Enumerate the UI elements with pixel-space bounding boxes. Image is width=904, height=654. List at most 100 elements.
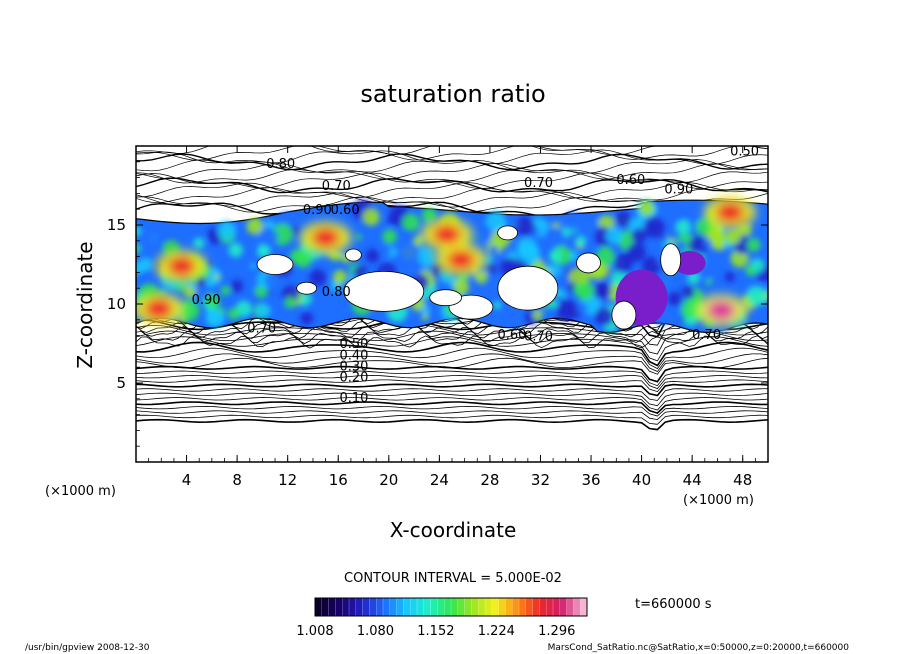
x-tick-label: 16 [329, 471, 348, 489]
field-cell [556, 299, 578, 321]
field-cell [605, 226, 623, 244]
x-tick-label: 28 [480, 471, 499, 489]
contour-label: 0.60 [498, 328, 527, 343]
field-cell [152, 233, 166, 247]
hole [345, 248, 362, 262]
colorbar-cell [328, 598, 336, 616]
hole [343, 270, 425, 312]
field-cell [612, 253, 633, 274]
contour-label: 0.70 [524, 329, 553, 344]
isoline [136, 410, 768, 421]
colorbar-cell [512, 598, 520, 616]
field-cell [136, 231, 155, 250]
field-cell [681, 285, 695, 299]
contour-labels: 0.100.200.300.400.500.800.70 0.70 0.600.50… [192, 144, 759, 406]
contour-label: 0.70 [524, 176, 553, 191]
hot-spot [311, 227, 340, 248]
colorbar-cell [369, 598, 377, 616]
x-axis-label: X-coordinate [390, 518, 517, 542]
field-cell [421, 313, 429, 321]
colorbar-cell [553, 598, 561, 616]
field-cell [227, 307, 240, 320]
field-cell [379, 244, 392, 257]
colorbar-cell [383, 598, 391, 616]
colorbar-cell [410, 598, 418, 616]
field-cell [193, 237, 205, 249]
colorbar-cell [566, 598, 574, 616]
contour-label: 0.90 [192, 293, 221, 308]
colorbar-cell [525, 598, 533, 616]
field-cell [724, 271, 735, 282]
colorbar [314, 597, 588, 617]
field-cell [256, 303, 271, 318]
field-cell [471, 221, 493, 243]
colorbar-cell [315, 598, 323, 616]
colorbar-cell [519, 598, 527, 616]
x-tick-label: 36 [581, 471, 600, 489]
field-cell [596, 246, 615, 266]
colorbar-cell [451, 598, 459, 616]
colorbar-cell [532, 598, 540, 616]
isoline [136, 347, 768, 370]
field-cell [183, 285, 197, 298]
colorbar-cell [362, 598, 370, 616]
field-cell [746, 237, 761, 252]
field-cell [746, 285, 767, 306]
x-unit-label: (×1000 m) [683, 493, 754, 508]
field-cell [705, 278, 713, 286]
max-region [673, 250, 706, 275]
footer-right: MarsCond_SatRatio.nc@SatRatio,x=0:50000,… [548, 643, 850, 653]
field-cell [264, 219, 275, 230]
field-cell [702, 238, 713, 249]
y-tick-label: 10 [107, 295, 126, 313]
contour-label: 0.50 [730, 144, 759, 159]
isoline [136, 169, 768, 184]
contour-label: 0.60 [331, 203, 360, 218]
isoline [136, 153, 768, 171]
x-tick-label: 20 [379, 471, 398, 489]
colorbar-cell [573, 598, 581, 616]
contour-label: 0.60 [616, 173, 645, 188]
contour-label: 0.10 [340, 391, 369, 406]
field-cell [218, 307, 225, 315]
hole [576, 252, 601, 274]
field-cell [284, 297, 296, 309]
field-cell [532, 310, 543, 321]
field-cell [382, 229, 397, 244]
hot-spot [432, 224, 461, 245]
colorbar-cell [539, 598, 547, 616]
footer-left: /usr/bin/gpview 2008-12-30 [25, 643, 150, 653]
field-cell [204, 303, 212, 311]
isoline [136, 418, 768, 431]
field-cell [228, 242, 244, 258]
field-cell [675, 240, 687, 252]
field-cell [631, 228, 647, 244]
field-cell [560, 291, 567, 299]
colorbar-cell [417, 598, 425, 616]
contour-label: 0.70 [322, 179, 351, 194]
isoline [136, 336, 768, 362]
field-cell [688, 235, 709, 256]
time-label: t=660000 s [635, 597, 712, 612]
colorbar-cell [376, 598, 384, 616]
colorbar-tick-label: 1.296 [538, 624, 575, 639]
field-cell [667, 291, 682, 307]
colorbar-cell [349, 598, 357, 616]
isoline [136, 374, 768, 390]
x-tick-label: 4 [182, 471, 192, 489]
field-cell [700, 263, 717, 280]
field-cell [549, 249, 562, 263]
colorbar-cell [321, 598, 329, 616]
hot-spot [144, 298, 173, 319]
field-cell [421, 207, 437, 223]
hot-spot [716, 202, 745, 223]
colorbar-frame [314, 597, 588, 617]
contour-label: 0.50 [340, 337, 369, 352]
field-cell [488, 244, 499, 255]
colorbar-tick-label: 1.152 [417, 624, 454, 639]
colorbar-cell [355, 598, 363, 616]
contour-label: 0.80 [266, 157, 295, 172]
field-cell [206, 307, 221, 322]
field-cell [563, 212, 583, 232]
colorbar-tick-label: 1.008 [296, 624, 333, 639]
